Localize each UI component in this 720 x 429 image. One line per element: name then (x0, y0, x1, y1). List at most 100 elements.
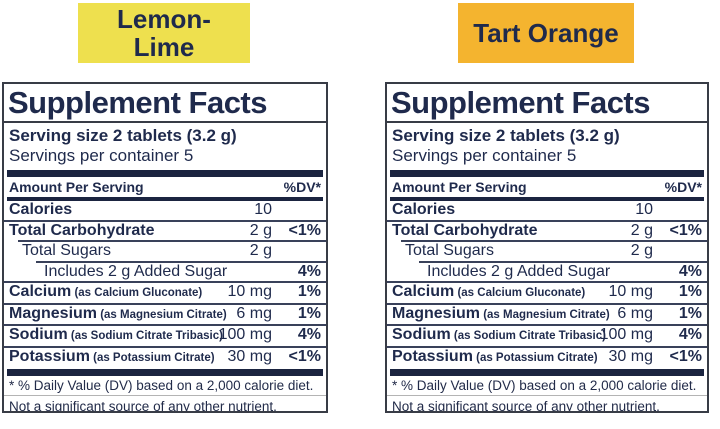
supplement-facts-panel-lemon-lime: Supplement Facts Serving size 2 tablets … (2, 82, 328, 413)
supplement-facts-panel-tart-orange: Supplement Facts Serving size 2 tablets … (385, 82, 709, 413)
nutrient-source: (as Potassium Citrate) (89, 351, 215, 364)
nutrient-name: Calories (392, 201, 456, 218)
row-divider (18, 240, 326, 242)
flavor-header-tart-orange: Tart Orange (458, 3, 634, 63)
nutrient-row: Total Carbohydrate 2 g <1% (4, 222, 326, 241)
footnote-other-nutrient: Not a significant source of any other nu… (392, 399, 660, 413)
row-divider (387, 302, 707, 305)
flavor-name-line: Lime (133, 32, 195, 62)
nutrient-source: (as Potassium Citrate) (472, 351, 598, 364)
nutrient-name: Magnesium (as Magnesium Citrate) (9, 304, 227, 322)
nutrient-name: Includes 2 g Added Sugar (427, 262, 611, 280)
row-divider (4, 302, 326, 305)
nutrient-row: Magnesium (as Magnesium Citrate) 6 mg 1% (4, 305, 326, 325)
separator-bar (7, 369, 323, 376)
footnote-divider (4, 395, 326, 396)
nutrient-name: Total Carbohydrate (392, 221, 538, 239)
amount-per-serving-header: Amount Per Serving %DV* (4, 177, 326, 197)
nutrient-name: Total Sugars (405, 242, 494, 259)
nutrient-name: Includes 2 g Added Sugar (44, 262, 228, 280)
nutrient-amount: 2 g (630, 242, 653, 259)
nutrient-amount: 30 mg (608, 347, 653, 365)
nutrient-name: Sodium (as Sodium Citrate Tribasic) (9, 326, 223, 343)
nutrient-amount: 10 mg (608, 283, 653, 300)
row-divider (419, 260, 707, 263)
row-divider (387, 219, 707, 222)
nutrient-dv: 4% (297, 326, 321, 343)
nutrient-dv: <1% (669, 221, 702, 239)
nutrient-source: (as Magnesium Citrate) (480, 308, 610, 321)
nutrient-name: Sodium (as Sodium Citrate Tribasic) (392, 326, 606, 343)
row-divider (387, 345, 707, 348)
flavor-header-lemon-lime: Lemon- Lime (78, 3, 250, 63)
serving-size: Serving size 2 tablets (3.2 g) (392, 126, 620, 145)
nutrient-dv: 4% (678, 262, 702, 280)
nutrient-source: (as Sodium Citrate Tribasic) (67, 330, 223, 342)
row-divider (4, 219, 326, 222)
nutrient-amount: 10 (635, 201, 653, 218)
separator-bar (7, 170, 323, 177)
nutrient-row: Total Carbohydrate 2 g <1% (387, 222, 707, 241)
amount-header-label: Amount Per Serving (9, 179, 144, 195)
nutrient-row: Sodium (as Sodium Citrate Tribasic) 100 m… (387, 326, 707, 346)
nutrient-amount: 2 g (249, 242, 272, 259)
separator-bar (390, 170, 704, 177)
nutrient-dv: 4% (297, 262, 321, 280)
nutrient-row: Potassium (as Potassium Citrate) 30 mg <1% (387, 348, 707, 368)
nutrient-dv: <1% (288, 221, 321, 239)
nutrient-source: (as Calcium Gluconate) (71, 287, 203, 299)
nutrient-row: Total Sugars 2 g (4, 242, 326, 261)
footnote-divider (387, 395, 707, 396)
nutrient-source: (as Sodium Citrate Tribasic) (450, 330, 606, 342)
dv-header-label: %DV* (664, 179, 702, 195)
nutrient-amount: 2 g (249, 221, 272, 239)
amount-header-label: Amount Per Serving (392, 179, 527, 195)
nutrient-amount: 2 g (630, 221, 653, 239)
nutrient-dv: <1% (288, 347, 321, 365)
flavor-name-line: Lemon- (117, 4, 211, 34)
nutrient-amount: 100 mg (218, 326, 272, 343)
nutrient-amount: 30 mg (227, 347, 272, 365)
nutrient-name: Potassium (as Potassium Citrate) (9, 347, 215, 365)
servings-per-container: Servings per container 5 (392, 146, 577, 165)
servings-per-container: Servings per container 5 (9, 146, 194, 165)
nutrient-dv: <1% (669, 347, 702, 365)
row-divider (387, 324, 707, 326)
footnote-daily-value: * % Daily Value (DV) based on a 2,000 ca… (9, 378, 314, 393)
nutrient-amount: 10 mg (227, 283, 272, 300)
flavor-name-line: Tart Orange (473, 18, 619, 48)
nutrient-name: Total Carbohydrate (9, 221, 155, 239)
nutrient-name: Potassium (as Potassium Citrate) (392, 347, 598, 365)
nutrient-dv: 1% (678, 283, 702, 300)
row-divider (4, 324, 326, 326)
nutrient-row: Potassium (as Potassium Citrate) 30 mg <1% (4, 348, 326, 368)
nutrient-source: (as Calcium Gluconate) (454, 287, 586, 299)
panel-title: Supplement Facts (387, 84, 707, 123)
nutrient-name: Calcium (as Calcium Gluconate) (392, 283, 586, 300)
nutrient-row: Calcium (as Calcium Gluconate) 10 mg 1% (387, 283, 707, 303)
nutrient-row: Sodium (as Sodium Citrate Tribasic) 100 m… (4, 326, 326, 346)
nutrient-dv: 1% (297, 283, 321, 300)
nutrient-dv: 4% (678, 326, 702, 343)
nutrient-name: Total Sugars (22, 242, 111, 259)
row-divider (387, 281, 707, 283)
header-bar (390, 197, 704, 201)
header-bar (7, 197, 323, 201)
nutrient-name: Magnesium (as Magnesium Citrate) (392, 304, 610, 322)
row-divider (4, 281, 326, 283)
nutrient-row: Includes 2 g Added Sugar 4% (387, 263, 707, 282)
nutrient-row: Includes 2 g Added Sugar 4% (4, 263, 326, 282)
nutrient-amount: 6 mg (236, 304, 272, 322)
nutrient-rows: Calories 10 Total Carbohydrate 2 g <1% Total … (387, 201, 707, 367)
nutrient-dv: 1% (297, 304, 321, 322)
row-divider (36, 260, 326, 263)
row-divider (4, 345, 326, 348)
dv-header-label: %DV* (283, 179, 321, 195)
nutrient-rows: Calories 10 Total Carbohydrate 2 g <1% Total … (4, 201, 326, 367)
nutrient-dv: 1% (678, 304, 702, 322)
nutrient-row: Calories 10 (4, 201, 326, 220)
nutrient-amount: 100 mg (599, 326, 653, 343)
nutrient-amount: 6 mg (617, 304, 653, 322)
amount-per-serving-header: Amount Per Serving %DV* (387, 177, 707, 197)
